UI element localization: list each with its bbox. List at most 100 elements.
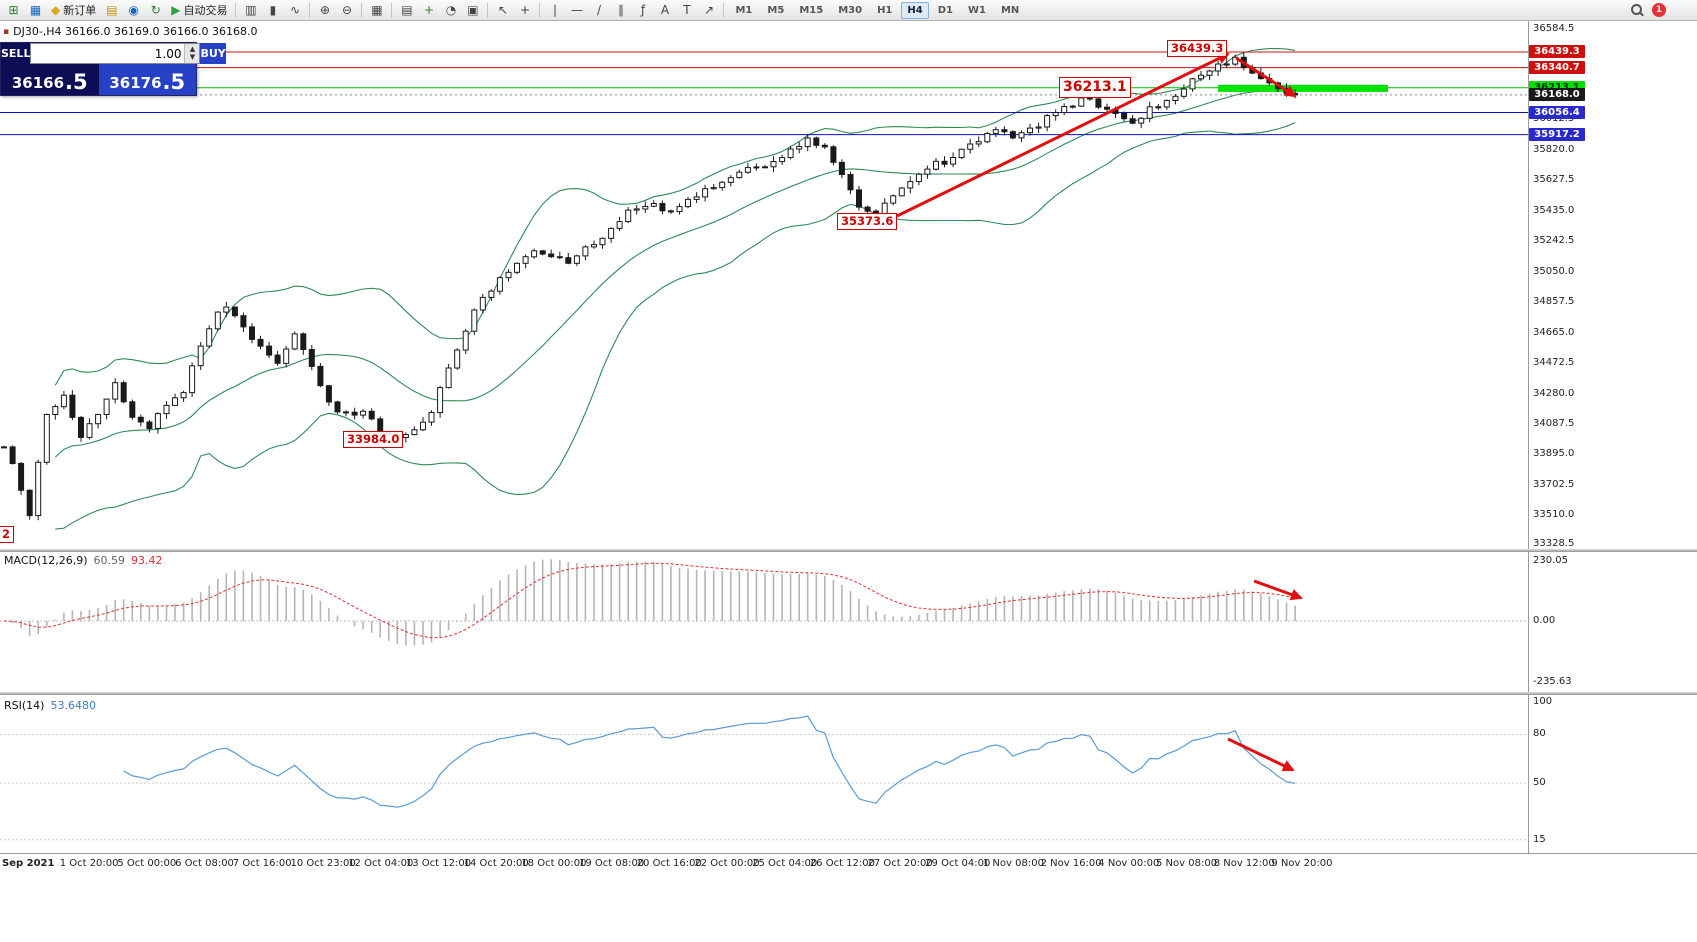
text-label-icon[interactable]: T xyxy=(676,1,697,20)
price-scale-border xyxy=(1528,21,1529,854)
crosshair-icon[interactable]: + xyxy=(514,1,535,20)
trendline-icon-glyph: / xyxy=(596,3,601,17)
templates-icon-glyph: ▣ xyxy=(467,3,479,17)
volume-stepper[interactable]: ▲ ▼ xyxy=(184,44,200,63)
buy-button[interactable]: BUY xyxy=(200,43,226,64)
trend-arrow[interactable] xyxy=(896,52,1230,218)
line-chart-icon[interactable]: ∿ xyxy=(284,1,305,20)
panel-separator[interactable] xyxy=(0,692,1697,695)
new-chart-icon[interactable]: ⊞ xyxy=(3,1,24,20)
price-annotation[interactable]: 36213.1 xyxy=(1059,77,1131,98)
cursor-icon[interactable]: ↖ xyxy=(492,1,513,20)
main-toolbar: ⊞ ▦ ◆ 新订单 ▤ ◉ ↻ ▶ 自动交易 ▥ ▮ ∿ ⊕ ⊖ ▦ ▤ + ◔ ▣ ↖ + | — / ∥ ƒ A T ↗ M1 M5 M1… xyxy=(0,0,1697,21)
toolbar-separator xyxy=(361,2,363,18)
timeframe-button-m1[interactable]: M1 xyxy=(735,4,753,16)
templates-icon[interactable]: ▣ xyxy=(462,1,483,20)
toolbar-separator xyxy=(723,2,725,18)
zoom-out-icon[interactable]: ⊖ xyxy=(336,1,357,20)
trend-arrow[interactable] xyxy=(1227,737,1295,772)
timeframe-button-d1[interactable]: D1 xyxy=(937,4,953,16)
mailbox-icon[interactable]: ▤ xyxy=(101,1,122,20)
timeframe-button-m30[interactable]: M30 xyxy=(838,4,863,16)
candlestick-chart-icon[interactable]: ▮ xyxy=(262,1,283,20)
timeframe-button-m15[interactable]: M15 xyxy=(799,4,824,16)
market-watch-icon-glyph: ◉ xyxy=(128,3,139,17)
timeframe-button-h1[interactable]: H1 xyxy=(877,4,893,16)
macd-signal-line xyxy=(3,562,1296,639)
text-icon-glyph: A xyxy=(660,3,670,17)
fibonacci-icon[interactable]: ƒ xyxy=(632,1,653,20)
rsi-line xyxy=(123,715,1296,808)
sell-button[interactable]: SELL xyxy=(1,43,31,64)
bollinger-middle-band xyxy=(54,85,1296,458)
profiles-icon-glyph: ▦ xyxy=(29,3,42,17)
profiles-icon[interactable]: ▦ xyxy=(25,1,46,20)
macd-name: MACD(12,26,9) xyxy=(4,554,88,567)
vertical-line-icon[interactable]: | xyxy=(544,1,565,20)
timeframe-button-mn[interactable]: MN xyxy=(1000,4,1020,16)
panel-separator[interactable] xyxy=(0,549,1697,552)
volume-field-wrap: ▲ ▼ xyxy=(30,43,201,64)
toolbar-items: ⊞ ▦ ◆ 新订单 ▤ ◉ ↻ ▶ 自动交易 ▥ ▮ ∿ ⊕ ⊖ ▦ ▤ + ◔ ▣ ↖ + | — / ∥ ƒ A T ↗ M1 M5 M1… xyxy=(3,1,1026,20)
refresh-icon-glyph: ↻ xyxy=(150,3,161,17)
bollinger-upper-band xyxy=(54,48,1296,386)
auto-trading-button[interactable]: ▶ 自动交易 xyxy=(167,1,231,20)
one-click-trading-panel: SELL ▲ ▼ BUY 36166.5 36176.5 xyxy=(0,42,226,96)
indicators-icon[interactable]: + xyxy=(418,1,439,20)
arrange-windows-icon[interactable]: ▤ xyxy=(396,1,417,20)
trend-arrow[interactable] xyxy=(1235,56,1297,98)
search-icon[interactable] xyxy=(1631,3,1644,17)
tile-windows-icon[interactable]: ▦ xyxy=(366,1,387,20)
rsi-name: RSI(14) xyxy=(4,699,45,712)
volume-input[interactable] xyxy=(31,44,185,63)
timeframe-button-m5[interactable]: M5 xyxy=(767,4,785,16)
price-annotation[interactable]: 2 xyxy=(0,526,14,543)
vertical-line-icon-glyph: | xyxy=(552,3,557,17)
fibonacci-icon-glyph: ƒ xyxy=(640,3,646,17)
arrows-icon[interactable]: ↗ xyxy=(698,1,719,20)
zoom-in-icon[interactable]: ⊕ xyxy=(314,1,335,20)
trendline-icon[interactable]: / xyxy=(588,1,609,20)
toolbar-separator xyxy=(487,2,489,18)
new-order-button-label: 新订单 xyxy=(63,4,97,17)
auto-trading-button-glyph: ▶ xyxy=(171,3,181,17)
timeframe-button-w1[interactable]: W1 xyxy=(967,4,986,16)
periods-icon[interactable]: ◔ xyxy=(440,1,461,20)
timeframe-button-h4[interactable]: H4 xyxy=(901,1,929,19)
buy-price-button[interactable]: 36176.5 xyxy=(98,64,196,95)
macd-value-main: 60.59 xyxy=(93,554,126,567)
macd-histogram xyxy=(11,559,1296,646)
price-annotation[interactable]: 36439.3 xyxy=(1167,40,1228,57)
sell-price-frac: .5 xyxy=(65,70,88,95)
refresh-icon[interactable]: ↻ xyxy=(145,1,166,20)
candlestick-chart-icon-glyph: ▮ xyxy=(269,3,277,17)
axis-separator xyxy=(0,853,1697,854)
new-order-button[interactable]: ◆ 新订单 xyxy=(47,1,100,20)
text-label-icon-glyph: T xyxy=(683,3,691,17)
stepper-up-icon[interactable]: ▲ xyxy=(189,44,196,53)
sell-price-button[interactable]: 36166.5 xyxy=(1,64,99,95)
notification-badge[interactable]: 1 xyxy=(1652,3,1666,17)
stepper-down-icon[interactable]: ▼ xyxy=(189,52,196,61)
market-watch-icon[interactable]: ◉ xyxy=(123,1,144,20)
mailbox-icon-glyph: ▤ xyxy=(106,3,118,17)
horizontal-line-icon-glyph: — xyxy=(570,3,583,17)
indicators-icon-glyph: + xyxy=(423,3,434,17)
equidistant-channel-icon[interactable]: ∥ xyxy=(610,1,631,20)
symbol-marker-icon: ▪ xyxy=(3,26,10,37)
bar-chart-icon[interactable]: ▥ xyxy=(240,1,261,20)
toolbar-separator xyxy=(539,2,541,18)
resistance-zone[interactable] xyxy=(1218,84,1388,92)
price-annotation[interactable]: 33984.0 xyxy=(343,431,404,448)
trade-panel-top-row: SELL ▲ ▼ BUY xyxy=(1,43,226,64)
bollinger-lower-band xyxy=(55,122,1296,530)
bar-chart-icon-glyph: ▥ xyxy=(245,3,257,17)
horizontal-line-icon[interactable]: — xyxy=(566,1,587,20)
trend-arrow[interactable] xyxy=(1253,579,1303,601)
price-annotation[interactable]: 35373.6 xyxy=(837,213,898,230)
text-icon[interactable]: A xyxy=(654,1,675,20)
new-order-button-glyph: ◆ xyxy=(51,3,61,17)
candles xyxy=(1,52,1299,521)
